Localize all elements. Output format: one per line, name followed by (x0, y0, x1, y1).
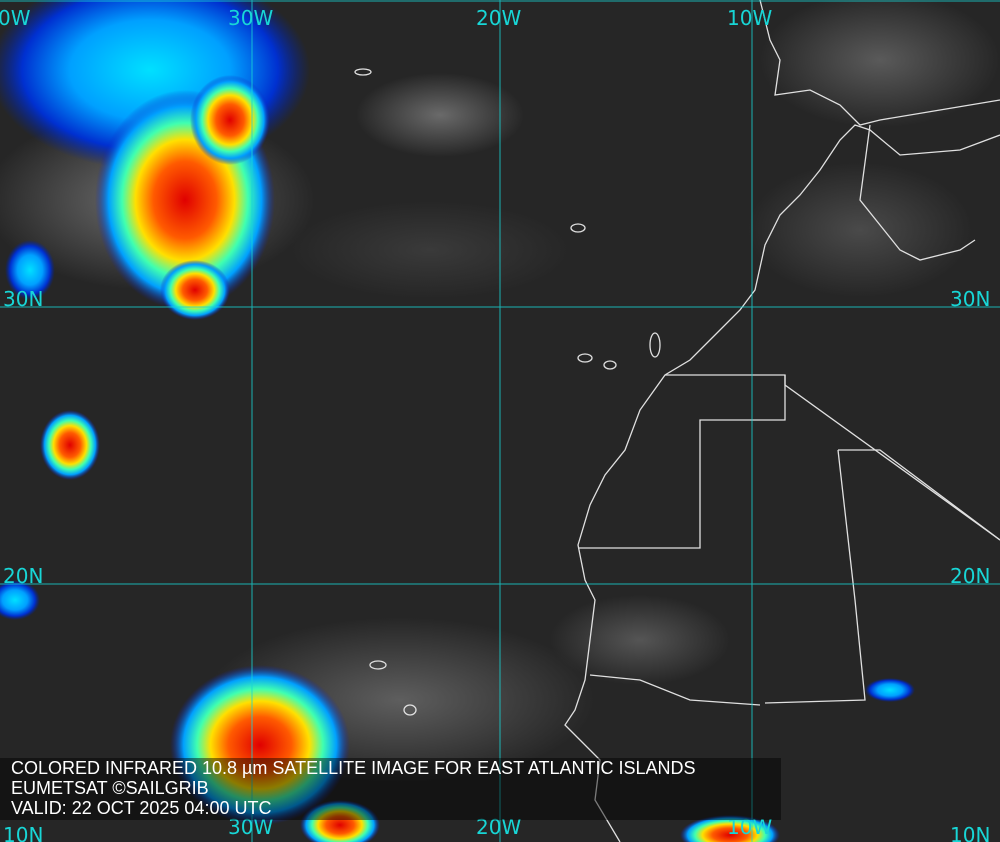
canary-island (577, 353, 593, 363)
storm-cell (40, 410, 100, 480)
border (859, 124, 976, 261)
cape-verde-island (369, 660, 387, 670)
lat-label-right: 20N (950, 564, 991, 588)
border (578, 374, 786, 549)
lon-label-bottom: 20W (476, 815, 522, 839)
madeira-island (570, 223, 586, 233)
cloud-cell (865, 678, 915, 702)
canary-island (649, 332, 661, 358)
lat-label-left: 10N (3, 823, 44, 842)
cloud-cell (680, 815, 780, 842)
azores-island (354, 68, 372, 76)
cape-verde-island (403, 704, 417, 716)
lat-label-right: 30N (950, 287, 991, 311)
border (838, 449, 1000, 541)
caption-valid-time: VALID: 22 OCT 2025 04:00 UTC (11, 798, 272, 818)
storm-cell (170, 665, 350, 825)
canary-island (603, 360, 617, 370)
lon-label-top: 10W (727, 6, 773, 30)
storm-cell (160, 260, 230, 320)
caption-title: COLORED INFRARED 10.8 µm SATELLITE IMAGE… (11, 758, 696, 778)
border (784, 375, 1000, 541)
lon-label-bottom: 10W (727, 815, 773, 839)
coastline-africa (564, 124, 1000, 842)
lat-label-right: 10N (950, 823, 991, 842)
image-caption: COLORED INFRARED 10.8 µm SATELLITE IMAGE… (0, 758, 781, 820)
cloud-cell (0, 580, 40, 620)
lat-label-left: 20N (3, 564, 44, 588)
cloud-cell (5, 240, 55, 300)
caption-credit: EUMETSAT ©SAILGRIB (11, 778, 209, 798)
lon-label-top: 20W (476, 6, 522, 30)
storm-cell (190, 75, 270, 165)
lon-label-top: 0W (0, 6, 31, 30)
coastline-iberia (759, 0, 1000, 126)
border (589, 674, 761, 706)
lon-label-top: 30W (228, 6, 274, 30)
lon-label-bottom: 30W (228, 815, 274, 839)
storm-cell (300, 800, 380, 842)
border (764, 449, 866, 704)
lat-label-left: 30N (3, 287, 44, 311)
